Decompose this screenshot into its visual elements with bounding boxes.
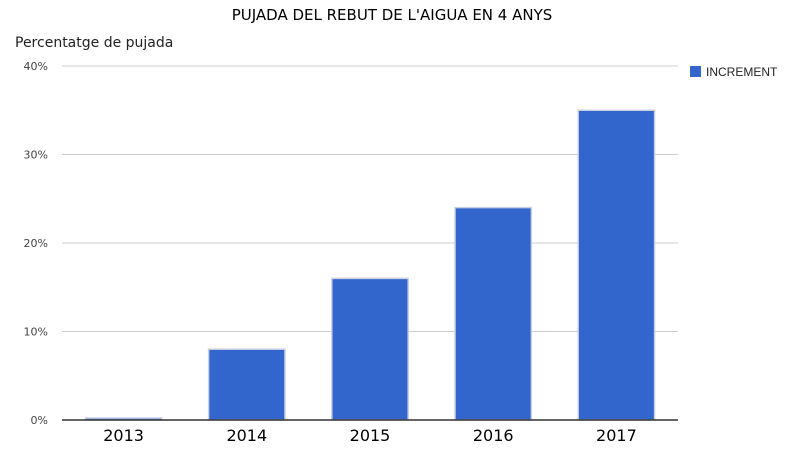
y-tick-label: 30% [24, 149, 48, 162]
y-tick-label: 40% [24, 60, 48, 73]
x-tick-label: 2013 [103, 426, 144, 445]
bar [207, 348, 286, 421]
bar [331, 277, 409, 421]
y-tick-label: 0% [31, 414, 48, 427]
legend: INCREMENT [690, 65, 778, 79]
x-axis-ticks: 2013 2014 2015 2016 2017 [103, 426, 637, 445]
x-tick-label: 2017 [596, 426, 637, 445]
y-tick-label: 10% [24, 326, 48, 339]
legend-swatch [690, 66, 701, 77]
x-tick-label: 2014 [226, 426, 267, 445]
bars [84, 109, 656, 421]
chart-title: PUJADA DEL REBUT DE L'AIGUA EN 4 ANYS [232, 6, 553, 24]
y-axis-label: Percentatge de pujada [15, 35, 173, 51]
y-axis-ticks: 0% 10% 20% 30% 40% [24, 60, 48, 427]
x-tick-label: 2016 [473, 426, 514, 445]
y-tick-label: 20% [24, 237, 48, 250]
bar [577, 109, 656, 421]
bar [454, 206, 533, 421]
x-tick-label: 2015 [350, 426, 391, 445]
legend-label: INCREMENT [706, 65, 778, 79]
